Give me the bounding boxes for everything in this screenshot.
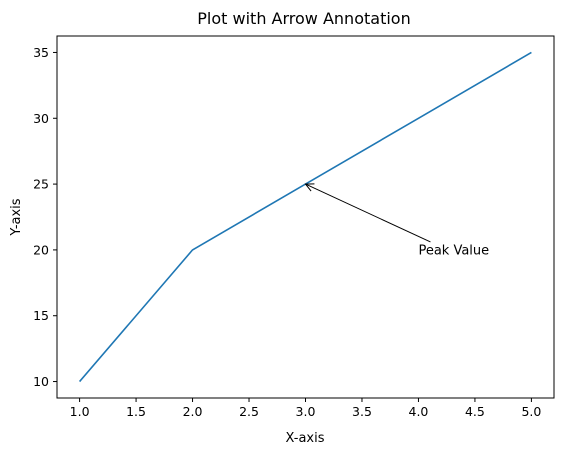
y-tick-label: 35 [33, 45, 49, 60]
x-tick-label: 5.0 [521, 404, 541, 419]
x-tick-label: 1.5 [126, 404, 146, 419]
annotation-arrow [306, 184, 431, 243]
y-tick-label: 30 [33, 111, 49, 126]
y-tick-label: 15 [33, 308, 49, 323]
plot-area [57, 36, 554, 398]
y-axis: 10 15 20 25 30 35 [33, 45, 57, 389]
x-tick-label: 1.0 [70, 404, 90, 419]
plot-frame [56, 35, 555, 399]
x-tick-label: 4.0 [409, 404, 429, 419]
y-tick-label: 20 [33, 242, 49, 257]
x-axis: 1.0 1.5 2.0 2.5 3.0 3.5 4.0 4.5 5.0 [70, 398, 541, 419]
chart-title: Plot with Arrow Annotation [197, 9, 410, 28]
y-tick-label: 25 [33, 177, 49, 192]
x-tick-label: 4.5 [465, 404, 485, 419]
x-tick-label: 3.5 [352, 404, 372, 419]
x-axis-label: X-axis [286, 431, 325, 446]
y-axis-label: Y-axis [9, 198, 24, 236]
annotation-layer: Peak Value [306, 184, 489, 258]
x-tick-label: 2.5 [239, 404, 259, 419]
x-tick-label: 2.0 [183, 404, 203, 419]
annotation-label: Peak Value [418, 243, 489, 258]
y-tick-label: 10 [33, 374, 49, 389]
x-tick-label: 3.0 [296, 404, 316, 419]
